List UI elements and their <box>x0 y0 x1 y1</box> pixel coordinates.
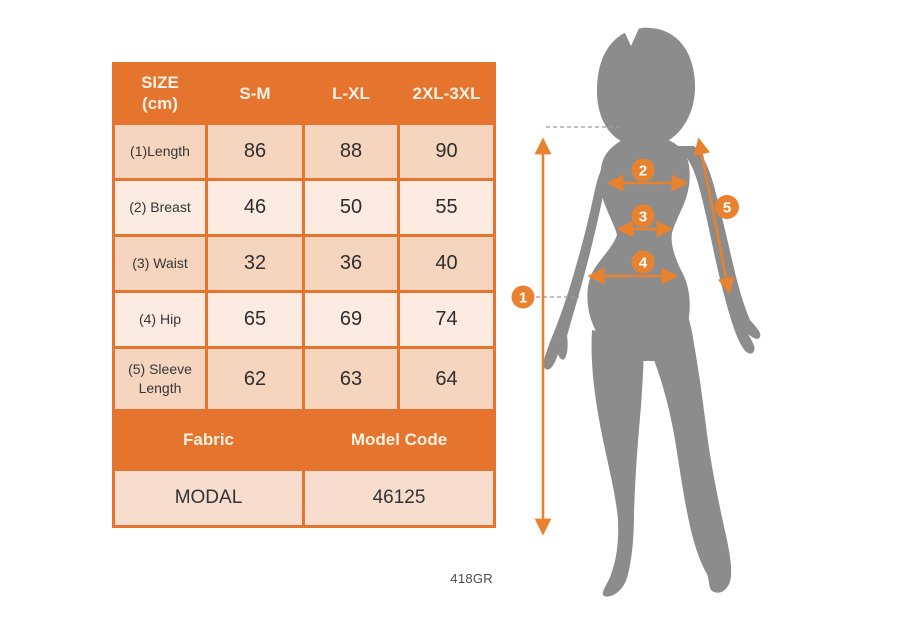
model-code-value: 46125 <box>302 468 496 528</box>
badge-1-circle <box>511 285 535 309</box>
cell-value: 50 <box>302 178 400 237</box>
cell-value: 46 <box>205 178 305 237</box>
badge-1-label: 1 <box>519 290 527 307</box>
sleeve-arrow <box>693 137 735 295</box>
cell-value: 55 <box>397 178 496 237</box>
model-code-header: Model Code <box>302 409 496 471</box>
row-label: (5) Sleeve Length <box>112 346 208 412</box>
header-size-cm: SIZE (cm) <box>112 62 208 125</box>
size-table: SIZE (cm) S-M L-XL 2XL-3XL (1)Length 86 … <box>112 62 496 528</box>
header-col-lxl: L-XL <box>302 62 400 125</box>
table-row-length: (1)Length 86 88 90 <box>112 122 496 181</box>
cell-value: 63 <box>302 346 400 412</box>
cell-value: 65 <box>205 290 305 349</box>
style-code: 418GR <box>450 571 493 586</box>
cell-value: 90 <box>397 122 496 181</box>
fabric-value: MODAL <box>112 468 305 528</box>
cell-value: 32 <box>205 234 305 293</box>
table-row-breast: (2) Breast 46 50 55 <box>112 178 496 237</box>
row-label: (3) Waist <box>112 234 208 293</box>
table-row-hip: (4) Hip 65 69 74 <box>112 290 496 349</box>
cell-value: 40 <box>397 234 496 293</box>
row-label: (4) Hip <box>112 290 208 349</box>
row-label: (1)Length <box>112 122 208 181</box>
badge-5-label: 5 <box>723 200 731 217</box>
fabric-header: Fabric <box>112 409 305 471</box>
badge-4-circle <box>631 250 655 274</box>
header-col-sm: S-M <box>205 62 305 125</box>
cell-value: 64 <box>397 346 496 412</box>
cell-value: 69 <box>302 290 400 349</box>
cell-value: 62 <box>205 346 305 412</box>
cell-value: 88 <box>302 122 400 181</box>
badge-3-label: 3 <box>639 209 647 226</box>
cell-value: 36 <box>302 234 400 293</box>
body-silhouette <box>543 26 761 597</box>
badge-2-circle <box>631 158 655 182</box>
row-label: (2) Breast <box>112 178 208 237</box>
table-header-row: SIZE (cm) S-M L-XL 2XL-3XL <box>112 62 496 125</box>
cell-value: 74 <box>397 290 496 349</box>
badge-2-label: 2 <box>639 163 647 180</box>
table-row-waist: (3) Waist 32 36 40 <box>112 234 496 293</box>
measurement-arrows <box>534 137 735 536</box>
fabric-value-row: MODAL 46125 <box>112 468 496 528</box>
badge-5-circle <box>715 195 739 219</box>
badge-4-label: 4 <box>639 255 648 272</box>
table-row-sleeve-length: (5) Sleeve Length 62 63 64 <box>112 346 496 412</box>
fabric-header-row: Fabric Model Code <box>112 409 496 471</box>
measurement-badges: 1 2 3 4 5 <box>511 158 739 309</box>
cell-value: 86 <box>205 122 305 181</box>
header-col-2xl3xl: 2XL-3XL <box>397 62 496 125</box>
badge-3-circle <box>631 204 655 228</box>
